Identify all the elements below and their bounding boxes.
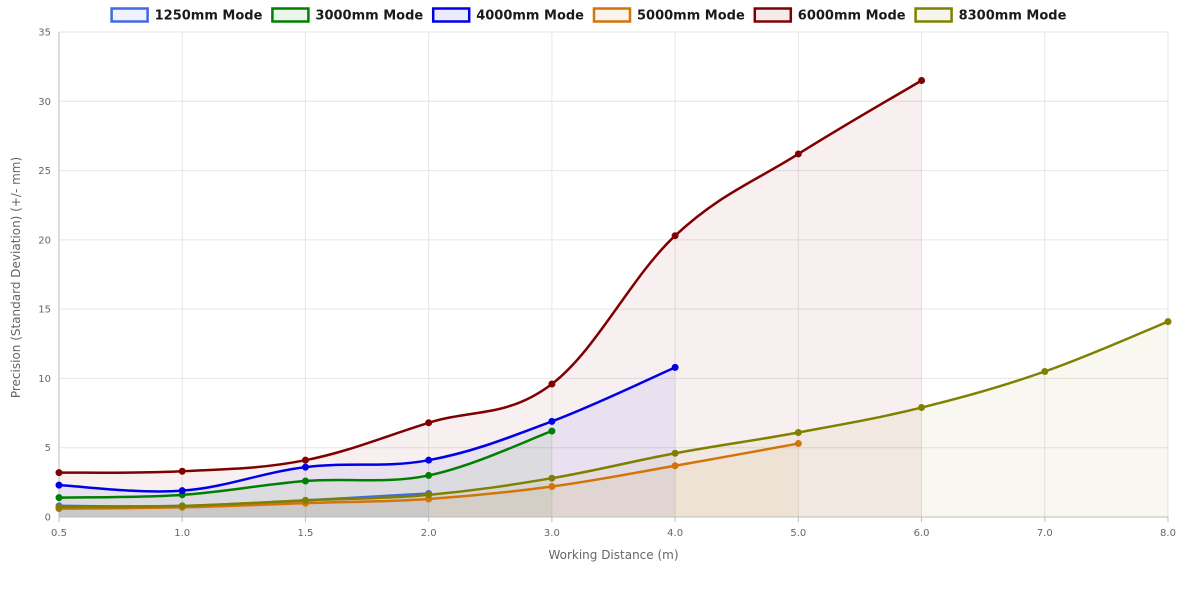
series-line <box>57 79 923 474</box>
legend-label: 3000mm Mode <box>315 9 423 24</box>
data-point[interactable] <box>425 471 433 479</box>
x-tick-label: 1.5 <box>297 528 313 539</box>
x-tick-label: 6.0 <box>914 528 930 539</box>
data-point[interactable] <box>301 477 309 485</box>
legend-label: 5000mm Mode <box>637 9 745 24</box>
x-tick-label: 3.0 <box>544 528 560 539</box>
series-fill <box>59 80 922 517</box>
legend-swatch <box>431 7 471 23</box>
series-fills <box>59 80 1168 517</box>
legend-item[interactable]: 3000mm Mode <box>271 7 423 24</box>
legend-swatch <box>592 7 632 23</box>
legend-item[interactable]: 5000mm Mode <box>592 7 745 24</box>
data-point[interactable] <box>918 404 926 412</box>
series-line <box>57 366 677 493</box>
data-point[interactable] <box>55 469 63 477</box>
legend-item[interactable]: 1250mm Mode <box>110 7 263 24</box>
data-point[interactable] <box>425 456 433 464</box>
y-tick-label: 15 <box>38 305 51 316</box>
x-tick-label: 5.0 <box>790 528 806 539</box>
x-tick-label: 4.0 <box>667 528 683 539</box>
data-point[interactable] <box>671 449 679 457</box>
legend-label: 4000mm Mode <box>476 9 584 24</box>
axes <box>58 32 1168 518</box>
data-point[interactable] <box>548 474 556 482</box>
data-point[interactable] <box>425 491 433 499</box>
x-tick-label: 0.5 <box>51 528 67 539</box>
data-point[interactable] <box>301 496 309 504</box>
data-point[interactable] <box>178 487 186 495</box>
legend-label: 1250mm Mode <box>155 9 263 24</box>
data-point[interactable] <box>548 483 556 491</box>
data-point[interactable] <box>178 502 186 510</box>
legend-label: 8300mm Mode <box>959 9 1067 24</box>
legend-swatch <box>753 7 793 23</box>
x-tick-label: 2.0 <box>421 528 437 539</box>
legend-label: 6000mm Mode <box>798 9 906 24</box>
series-line <box>57 320 1170 509</box>
data-point[interactable] <box>671 232 679 240</box>
data-point[interactable] <box>794 440 802 448</box>
x-tick-label: 1.0 <box>174 528 190 539</box>
legend-item[interactable]: 6000mm Mode <box>753 7 906 24</box>
data-point[interactable] <box>55 503 63 511</box>
x-tick-labels: 0.5 1.0 1.5 2.0 3.0 4.0 5.0 6.0 7.0 8.0 <box>51 517 1176 539</box>
data-point[interactable] <box>918 77 926 84</box>
series-fill <box>59 443 799 517</box>
data-point[interactable] <box>548 427 556 435</box>
data-point[interactable] <box>178 467 186 475</box>
y-tick-label: 30 <box>38 97 51 108</box>
x-tick-label: 7.0 <box>1037 528 1053 539</box>
data-point[interactable] <box>425 419 433 427</box>
data-point[interactable] <box>1164 318 1172 326</box>
y-tick-label: 10 <box>38 374 51 385</box>
x-axis-title: Working Distance (m) <box>548 548 678 562</box>
legend-item[interactable]: 4000mm Mode <box>431 7 584 24</box>
y-tick-label: 25 <box>38 166 51 177</box>
data-point[interactable] <box>55 494 63 502</box>
y-tick-label: 5 <box>45 443 51 454</box>
data-point[interactable] <box>794 428 802 436</box>
series-points <box>55 77 1172 513</box>
data-point[interactable] <box>671 363 679 371</box>
data-point[interactable] <box>301 463 309 471</box>
y-tick-labels: 0 5 10 15 20 25 30 35 <box>38 28 51 524</box>
legend-swatch <box>914 7 953 23</box>
legend-item[interactable]: 8300mm Mode <box>914 7 1067 24</box>
data-point[interactable] <box>671 462 679 470</box>
legend-swatch <box>110 7 149 23</box>
y-axis-title: Precision (Standard Deviation) (+/- mm) <box>9 157 23 398</box>
data-point[interactable] <box>794 150 802 158</box>
series-fill <box>59 321 1168 517</box>
legend: 1250mm Mode 3000mm Mode 4000mm Mode 5000mm … <box>110 7 1067 24</box>
y-tick-label: 35 <box>38 28 51 39</box>
y-tick-label: 0 <box>45 513 51 524</box>
y-tick-label: 20 <box>38 235 51 246</box>
data-point[interactable] <box>301 456 309 464</box>
data-point[interactable] <box>55 481 63 489</box>
data-point[interactable] <box>548 380 556 388</box>
series-fill <box>59 367 676 517</box>
data-point[interactable] <box>548 417 556 425</box>
x-tick-label: 8.0 <box>1160 528 1176 539</box>
data-point[interactable] <box>1041 368 1049 375</box>
legend-swatch <box>271 7 310 23</box>
